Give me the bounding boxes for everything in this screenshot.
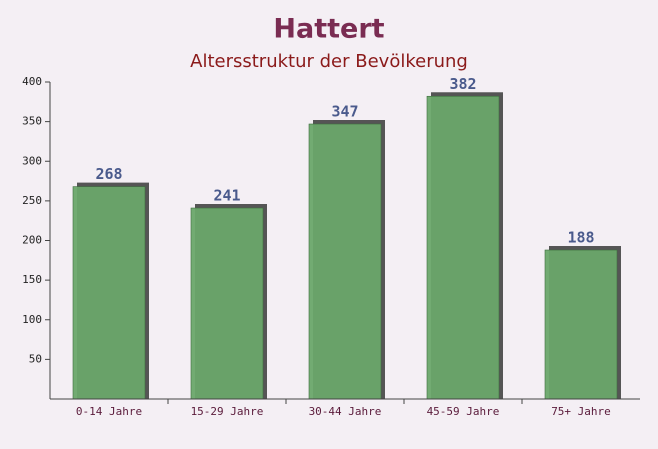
value-label: 347 bbox=[331, 103, 358, 121]
x-tick-label: 45-59 Jahre bbox=[427, 405, 500, 418]
x-tick-label: 75+ Jahre bbox=[551, 405, 611, 418]
x-tick-label: 0-14 Jahre bbox=[76, 405, 142, 418]
bar bbox=[190, 207, 264, 400]
value-label: 268 bbox=[95, 165, 122, 183]
y-tick-label: 250 bbox=[22, 194, 42, 207]
value-label: 241 bbox=[213, 187, 240, 205]
y-tick-label: 100 bbox=[22, 313, 42, 326]
y-tick-label: 300 bbox=[22, 154, 42, 167]
y-tick-label: 400 bbox=[22, 75, 42, 88]
y-tick-label: 350 bbox=[22, 115, 42, 128]
value-label: 382 bbox=[449, 75, 476, 93]
chart-title: Hattert bbox=[273, 14, 384, 45]
y-tick-label: 200 bbox=[22, 234, 42, 247]
bar bbox=[426, 95, 500, 400]
bar bbox=[72, 186, 146, 400]
bar bbox=[544, 249, 618, 400]
value-label: 188 bbox=[567, 229, 594, 247]
x-tick-label: 30-44 Jahre bbox=[309, 405, 382, 418]
y-tick-label: 50 bbox=[29, 352, 42, 365]
bar bbox=[308, 123, 382, 400]
y-tick-label: 150 bbox=[22, 273, 42, 286]
chart-subtitle: Altersstruktur der Bevölkerung bbox=[190, 51, 468, 72]
x-tick-label: 15-29 Jahre bbox=[191, 405, 264, 418]
